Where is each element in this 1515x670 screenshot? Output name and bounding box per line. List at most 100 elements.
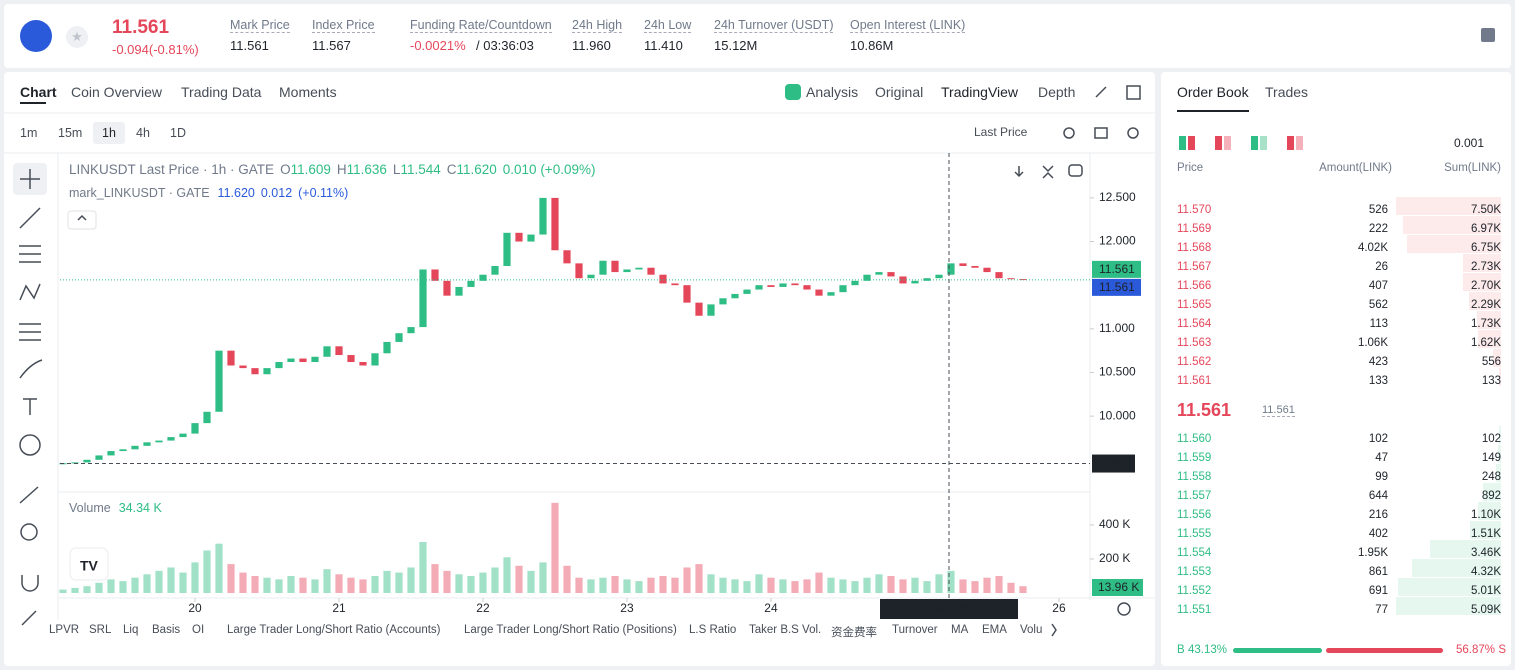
x-tick-label: 24 [764, 601, 778, 615]
candle [323, 346, 331, 357]
chart-tab[interactable]: Trading Data [181, 84, 262, 100]
indicator-tab[interactable]: Taker B.S Vol. [749, 624, 822, 636]
ob-tab: Trades [1265, 84, 1309, 100]
volume-bar [827, 577, 835, 593]
ob-layout-icon[interactable] [1215, 136, 1231, 150]
indicator-tab[interactable]: Liq [123, 624, 139, 636]
candle [203, 411, 211, 424]
ob-amount: 1.06K [1357, 337, 1388, 349]
ob-layout-icon[interactable] [1179, 136, 1195, 150]
volume-bar [467, 575, 475, 593]
volume-bar [611, 575, 619, 593]
candle [899, 276, 907, 284]
volume-bar [95, 582, 103, 593]
ob-sum: 2.29K [1470, 299, 1501, 311]
mark-price-tag [1092, 278, 1141, 296]
volume-bar [515, 565, 523, 593]
candle [719, 298, 727, 305]
settings-icon[interactable] [1481, 28, 1495, 42]
ob-sum: 1.73K [1470, 318, 1501, 330]
candle [107, 451, 115, 456]
ob-amount: 861 [1368, 566, 1388, 578]
interval[interactable]: 1D [170, 126, 186, 140]
analysis-icon [785, 84, 801, 100]
indicator-tab[interactable]: Large Trader Long/Short Ratio (Accounts) [227, 624, 441, 636]
indicator-tab[interactable]: Large Trader Long/Short Ratio (Positions… [464, 624, 677, 636]
svg-text:LINKUSDT Last Price · 1h · GAT: LINKUSDT Last Price · 1h · GATE O11.609 H1… [69, 162, 595, 177]
volume-bar [155, 570, 163, 593]
candle [311, 356, 319, 363]
stat-value: 10.86M [850, 38, 894, 53]
ob-sum: 892 [1481, 490, 1501, 502]
indicator-tab[interactable]: MA [951, 624, 969, 636]
candle [875, 272, 883, 275]
ob-amount: 26 [1375, 261, 1388, 273]
favorite-star[interactable]: ★ [66, 26, 88, 48]
indicator-tab[interactable]: SRL [89, 624, 112, 636]
chart-tab[interactable]: Chart [20, 84, 57, 100]
y-tick-label: 12.500 [1099, 190, 1136, 204]
candle [131, 445, 139, 450]
view-tab[interactable]: Analysis [806, 84, 859, 100]
volume-bar [59, 589, 67, 593]
interval[interactable]: 1h [102, 126, 116, 140]
stat-value: 11.410 [644, 38, 683, 53]
volume-bar [359, 579, 367, 593]
candle [227, 350, 235, 366]
interval[interactable]: 1m [20, 126, 38, 140]
ob-layout-icon[interactable] [1251, 136, 1267, 150]
candle [419, 269, 427, 328]
candle [851, 280, 859, 286]
indicator-tab[interactable]: 资金费率 [831, 627, 877, 639]
sell-bar [1325, 648, 1443, 653]
depth-bar [1478, 502, 1501, 520]
volume-bar [395, 572, 403, 593]
volume-bar [635, 581, 643, 593]
indicator-tab[interactable]: Volu [1020, 624, 1043, 636]
ob-price: 11.557 [1177, 490, 1212, 502]
indicator-tab[interactable]: LPVR [49, 624, 80, 636]
candle [383, 341, 391, 354]
view-tab[interactable]: Depth [1038, 84, 1076, 100]
ob-sum: 149 [1481, 452, 1501, 464]
indicator-tab[interactable]: OI [192, 624, 205, 636]
chart-tab[interactable]: Moments [279, 84, 337, 100]
volume-tag-label: 13.96 K [1098, 580, 1139, 594]
ob-price: 11.560 [1177, 433, 1212, 445]
volume-bar [311, 579, 319, 593]
chart-tab[interactable]: Coin Overview [71, 84, 163, 100]
interval[interactable]: 4h [136, 126, 150, 140]
candle [707, 304, 715, 316]
volume-bar [707, 574, 715, 593]
ob-amount: 407 [1368, 280, 1388, 292]
price-source[interactable]: Last Price [974, 125, 1028, 139]
ob-amount: 402 [1368, 528, 1388, 540]
candle [503, 232, 511, 266]
vol-tick-label: 400 K [1099, 517, 1130, 531]
candle [479, 274, 487, 281]
volume-bar [323, 569, 331, 593]
crosshair-label: 9.457 [1098, 456, 1128, 470]
volume-bar [551, 502, 559, 593]
candle [995, 272, 1003, 279]
candle [215, 350, 223, 412]
view-tab[interactable]: TradingView [941, 84, 1019, 100]
volume-bar [263, 577, 271, 593]
candle [611, 260, 619, 273]
volume-tag [1092, 579, 1143, 596]
indicator-tab[interactable]: L.S Ratio [689, 624, 737, 636]
ob-amount: 644 [1368, 490, 1388, 502]
volume-bar [743, 581, 751, 593]
volume-bar [899, 579, 907, 593]
view-tab[interactable]: Original [875, 84, 924, 100]
ob-layout-icon[interactable] [1287, 136, 1303, 150]
candle [395, 333, 403, 342]
volume-bar [407, 567, 415, 593]
interval[interactable]: 15m [58, 126, 83, 140]
indicator-tab[interactable]: EMA [982, 624, 1007, 636]
candle [551, 197, 559, 251]
ob-mark: 11.561 [1262, 404, 1295, 417]
indicator-tab[interactable]: Basis [152, 624, 181, 636]
indicator-tab[interactable]: Turnover [892, 624, 938, 636]
stat-label: 24h Low [644, 18, 692, 33]
